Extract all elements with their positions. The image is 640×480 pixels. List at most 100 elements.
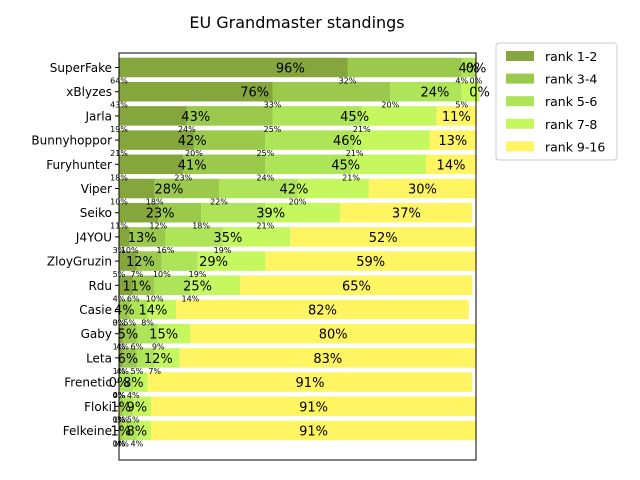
bar-segment: [272, 81, 391, 102]
legend-box: [495, 42, 618, 161]
bar-segment: [129, 299, 148, 320]
group-percent-label: 13%: [438, 134, 467, 149]
bar-segment: [154, 348, 180, 368]
segment-percent-label: 4%: [116, 367, 129, 376]
bar-segment: [351, 154, 427, 175]
y-tick-label: Jarla: [84, 109, 112, 123]
y-tick-label: Furyhunter: [46, 158, 112, 172]
segment-percent-label: 18%: [146, 198, 164, 207]
group-percent-label: 41%: [178, 158, 207, 173]
segment-percent-label: 6%: [130, 343, 143, 352]
group-percent-label: 4%: [114, 304, 135, 319]
bar-segment: [119, 348, 123, 368]
group-percent-label: 25%: [183, 279, 212, 294]
segment-percent-label: 23%: [174, 173, 192, 182]
legend-swatch: [506, 73, 534, 84]
bar-segment: [165, 227, 223, 247]
legend-label: rank 3-4: [545, 72, 597, 87]
group-percent-label: 14%: [437, 158, 466, 173]
segment-percent-label: 10%: [153, 270, 171, 279]
bar-segment: [133, 372, 148, 392]
bar-segment: [272, 106, 362, 126]
group-percent-label: 11%: [122, 279, 151, 294]
group-percent-label: 8%: [123, 376, 144, 391]
bar-segment: [154, 275, 191, 296]
bar-segment: [119, 178, 155, 199]
bar-segment: [136, 348, 155, 368]
bar-segment: [426, 154, 476, 175]
group-percent-label: 45%: [340, 110, 369, 125]
bar-segment: [190, 323, 476, 344]
group-percent-label: 35%: [213, 231, 242, 246]
group-percent-label: 1%: [110, 400, 131, 415]
group-percent-label: 37%: [392, 207, 421, 222]
bar-segment: [361, 106, 437, 126]
bar-segment: [136, 251, 162, 271]
segment-percent-label: 14%: [182, 294, 200, 303]
group-percent-label: 6%: [118, 352, 139, 367]
y-tick-label: Seiko: [80, 206, 112, 220]
bar-segment: [461, 81, 480, 102]
bar-segment: [147, 299, 177, 320]
bar-segment: [119, 396, 123, 417]
group-percent-label: 43%: [181, 110, 210, 125]
bar-segment: [265, 130, 355, 150]
segment-percent-label: 5%: [127, 415, 140, 424]
segment-percent-label: 19%: [189, 270, 207, 279]
segment-percent-label: 16%: [157, 246, 175, 255]
group-percent-label: 30%: [408, 183, 437, 198]
y-tick-label: ZloyGruzin: [47, 255, 112, 269]
bar-segment: [119, 106, 187, 126]
group-percent-label: 45%: [331, 158, 360, 173]
group-percent-label: 91%: [296, 376, 325, 391]
segment-percent-label: 5%: [455, 101, 468, 110]
bar-segment: [265, 251, 476, 271]
segment-percent-label: 7%: [130, 270, 143, 279]
group-percent-label: 1%: [110, 425, 131, 440]
y-axis: SuperFake xBlyzes Jarla Bunnyhoppor Furyhunt…: [31, 61, 119, 438]
legend-label: rank 1-2: [545, 49, 597, 64]
y-tick-label: Rdu: [88, 279, 112, 293]
bar-segment: [119, 420, 123, 441]
segment-percent-label: 21%: [256, 222, 274, 231]
bar-segment: [240, 275, 473, 296]
group-percent-label: 12%: [126, 255, 155, 270]
group-percent-label: 82%: [308, 304, 337, 319]
bar-segment: [176, 299, 469, 320]
bar-segment: [186, 106, 273, 126]
bar-segment: [133, 396, 152, 417]
bar-segment: [183, 154, 266, 175]
group-percent-label: 76%: [240, 86, 269, 101]
group-percent-label: 59%: [356, 255, 385, 270]
bar-segment: [436, 106, 476, 126]
segment-percent-label: 6%: [127, 294, 140, 303]
bars-group: [119, 57, 480, 441]
segment-percent-label: 3%: [116, 415, 129, 424]
legend-label: rank 7-8: [545, 117, 597, 132]
bar-segment: [147, 372, 473, 392]
bar-segment: [122, 348, 137, 368]
bar-segment: [119, 130, 194, 150]
y-tick-label: Gaby: [81, 327, 112, 341]
segment-percent-label: 4%: [130, 440, 143, 449]
legend-swatch: [506, 141, 534, 152]
legend-label: rank 5-6: [545, 94, 597, 109]
bar-segment: [368, 178, 476, 199]
bar-segment: [193, 130, 266, 150]
labels-group: 64% 32% 4% 0%96% 4%0%43% 33% 20% 5%76% 24% 0%19% 2…: [109, 62, 490, 449]
segment-percent-label: 5%: [130, 367, 143, 376]
bar-segment: [151, 420, 476, 441]
plot-frame: [118, 52, 477, 461]
segment-percent-label: 10%: [121, 246, 139, 255]
segment-percent-label: 21%: [342, 173, 360, 182]
y-tick-label: xBlyzes: [66, 85, 112, 99]
group-percent-label: 5%: [118, 328, 139, 343]
segment-percent-label: 24%: [256, 173, 274, 182]
bar-segment: [122, 323, 137, 344]
group-percent-label: 0%: [469, 86, 490, 101]
group-percent-label: 4%: [459, 62, 480, 77]
group-percent-label: 83%: [313, 352, 342, 367]
group-percent-label: 11%: [442, 110, 471, 125]
segment-percent-label: 5%: [123, 319, 136, 328]
y-tick-label: Felkeine: [63, 424, 112, 438]
